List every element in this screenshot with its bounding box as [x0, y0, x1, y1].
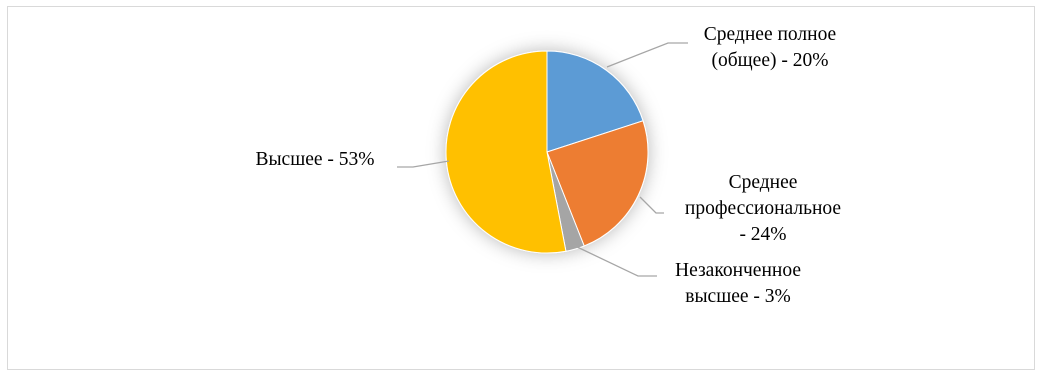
pie-slices	[445, 50, 649, 254]
data-label-general-secondary: Среднее полное (общее) - 20%	[704, 24, 836, 71]
leader-line-incomplete-higher	[572, 244, 657, 277]
data-label-higher: Высшее - 53%	[255, 149, 374, 170]
leader-lines	[397, 42, 688, 277]
data-label-line: высшее - 3%	[685, 286, 791, 307]
data-labels: Среднее полное (общее) - 20% Среднее профес…	[255, 24, 841, 307]
data-label-line: (общее) - 20%	[712, 50, 829, 71]
data-label-line: - 24%	[739, 224, 786, 245]
leader-line-higher	[397, 160, 450, 168]
data-label-line: профессиональное	[685, 198, 841, 219]
pie-slice-general-secondary	[546, 50, 644, 153]
data-label-vocational-secondary: Среднее профессиональное - 24%	[685, 172, 841, 245]
data-label-incomplete-higher: Незаконченное высшее - 3%	[675, 260, 801, 307]
data-label-line: Незаконченное	[675, 260, 801, 281]
leader-line-vocational-secondary	[639, 196, 664, 214]
data-label-line: Среднее полное	[704, 24, 836, 45]
leader-line-general-secondary	[606, 42, 688, 68]
data-label-line: Среднее	[729, 172, 798, 193]
data-label-line: Высшее - 53%	[255, 149, 374, 170]
